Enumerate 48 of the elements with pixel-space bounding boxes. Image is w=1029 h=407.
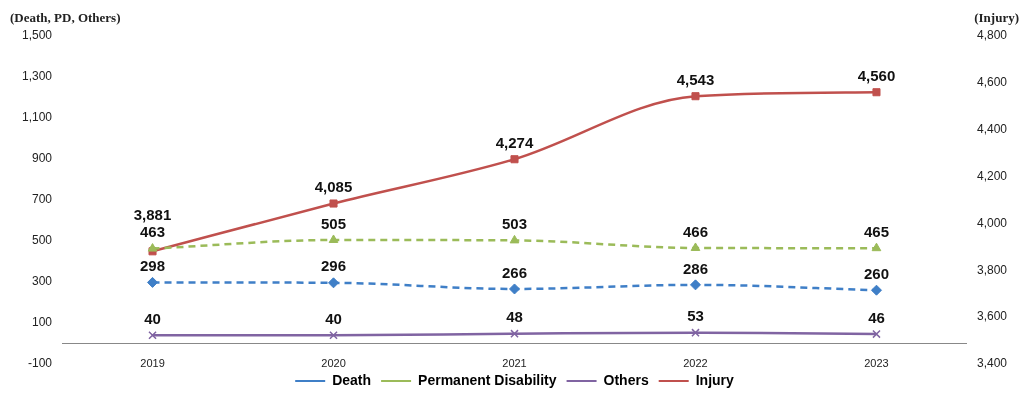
y-tick-label: -100	[28, 356, 53, 371]
data-label: 40	[144, 309, 161, 327]
y-tick-label: 1,100	[22, 110, 53, 125]
y2-tick-label: 3,400	[976, 356, 1008, 371]
y-tick-label: 1,300	[22, 69, 53, 84]
y-tick-label: 500	[32, 233, 53, 248]
x-tick-label: 2019	[140, 357, 165, 370]
data-label: 298	[140, 257, 166, 275]
y-tick-label: 100	[32, 315, 53, 330]
y-tick-label: 900	[32, 151, 53, 166]
y2-tick-label: 4,400	[976, 122, 1008, 137]
x-tick-label: 2020	[321, 357, 346, 370]
y2-tick-label: 3,800	[976, 262, 1008, 277]
data-label: 260	[863, 264, 889, 282]
data-label: 4,560	[857, 66, 896, 84]
y2-axis-title: (Injury)	[974, 9, 1019, 25]
x-tick-label: 2023	[864, 357, 889, 370]
y2-tick-label: 4,200	[976, 168, 1008, 183]
data-label: 465	[863, 222, 889, 240]
legend-label: Injury	[695, 371, 735, 388]
y-tick-label: 700	[32, 192, 53, 207]
data-label: 296	[321, 257, 347, 275]
data-label: 466	[682, 222, 708, 240]
x-tick-label: 2022	[683, 357, 708, 370]
data-label: 53	[687, 307, 704, 325]
y-tick-label: 1,500	[22, 28, 53, 43]
x-tick-label: 2021	[502, 357, 527, 370]
data-label: 266	[501, 263, 528, 281]
y2-tick-label: 4,000	[976, 215, 1008, 230]
data-label: 48	[506, 308, 523, 326]
data-label: 4,274	[495, 133, 534, 151]
data-label: 40	[325, 309, 342, 327]
y2-tick-label: 4,600	[976, 75, 1008, 90]
y-axis-title: (Death, PD, Others)	[10, 9, 121, 25]
legend-label: Permanent Disability	[418, 371, 557, 388]
data-label: 503	[501, 215, 528, 233]
y2-tick-label: 4,800	[976, 28, 1008, 43]
y-tick-label: 300	[32, 274, 53, 289]
data-label: 463	[140, 223, 166, 241]
data-label: 3,881	[133, 206, 172, 224]
legend-label: Others	[603, 371, 649, 388]
data-label: 505	[321, 214, 347, 232]
data-label: 4,543	[676, 70, 715, 88]
legend-label: Death	[332, 371, 372, 388]
data-label: 286	[682, 259, 708, 277]
data-label: 46	[868, 308, 885, 326]
y2-tick-label: 3,600	[976, 309, 1008, 324]
data-label: 4,085	[314, 178, 353, 196]
